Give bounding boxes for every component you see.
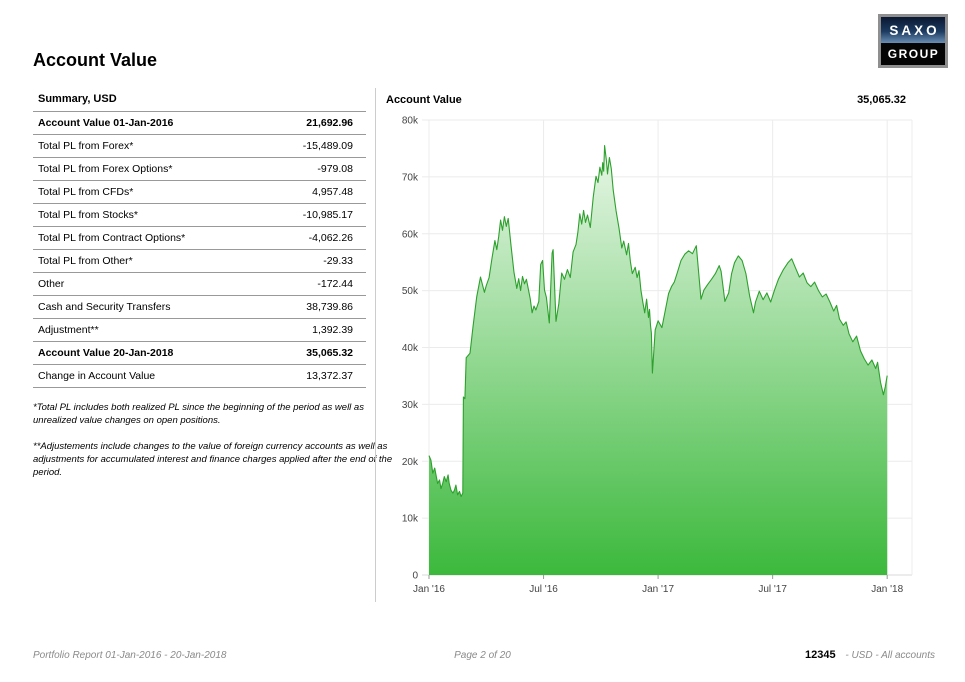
summary-row-label: Other bbox=[33, 272, 264, 296]
x-axis-tick-label: Jan '18 bbox=[871, 584, 903, 595]
footnotes: *Total PL includes both realized PL sinc… bbox=[33, 401, 398, 479]
summary-row-value: 13,372.37 bbox=[263, 364, 366, 388]
summary-row-value: -172.44 bbox=[263, 272, 366, 296]
x-axis-tick-label: Jul '17 bbox=[758, 584, 787, 595]
summary-row-label: Total PL from Forex Options* bbox=[33, 157, 264, 181]
y-axis-tick-label: 70k bbox=[402, 172, 419, 183]
footer-account-info: 12345 - USD - All accounts bbox=[805, 649, 935, 661]
summary-table: Account Value 01-Jan-2016 21,692.96 Total … bbox=[33, 112, 366, 388]
footnote: *Total PL includes both realized PL sinc… bbox=[33, 402, 364, 426]
summary-row-value: 38,739.86 bbox=[263, 295, 366, 319]
saxo-group-logo: SAXO GROUP bbox=[878, 14, 948, 68]
area-line bbox=[428, 145, 888, 498]
summary-row-label: Account Value 20-Jan-2018 bbox=[33, 341, 264, 365]
summary-row: Total PL from CFDs* 4,957.48 bbox=[33, 180, 366, 204]
summary-row-label: Cash and Security Transfers bbox=[33, 295, 264, 319]
y-axis-tick-label: 80k bbox=[402, 116, 419, 127]
account-value-area-chart: 0 10k 20k 30k 40k 50k 60k 70k 80k Jan '16 Jul '16 J… bbox=[402, 116, 913, 595]
summary-row-label: Total PL from CFDs* bbox=[33, 180, 264, 204]
footer-account-desc: - USD - All accounts bbox=[845, 650, 935, 661]
summary-header: Summary, USD bbox=[33, 89, 366, 112]
x-axis-tick-label: Jul '16 bbox=[529, 584, 558, 595]
summary-row-label: Change in Account Value bbox=[33, 364, 264, 388]
account-value-chart-panel: Account Value 35,065.32 0 10k 20k 30k 40k 50k… bbox=[375, 88, 921, 602]
footer-account-id: 12345 bbox=[804, 649, 836, 661]
summary-row: Account Value 01-Jan-2016 21,692.96 bbox=[33, 112, 366, 135]
summary-row-label: Total PL from Forex* bbox=[33, 134, 264, 158]
summary-row: Total PL from Stocks* -10,985.17 bbox=[33, 203, 366, 227]
summary-row: Total PL from Contract Options* -4,062.26 bbox=[33, 226, 366, 250]
y-axis-tick-label: 40k bbox=[402, 343, 419, 354]
summary-row-value: 21,692.96 bbox=[263, 112, 366, 135]
summary-row-label: Account Value 01-Jan-2016 bbox=[33, 112, 264, 135]
area-fill bbox=[429, 145, 888, 575]
chart-current-value: 35,065.32 bbox=[857, 94, 906, 106]
summary-row-label: Total PL from Contract Options* bbox=[33, 226, 264, 250]
y-axis-tick-label: 30k bbox=[402, 400, 419, 411]
summary-panel: Summary, USD Account Value 01-Jan-2016 21… bbox=[33, 89, 392, 492]
footnote: **Adjustements include changes to the va… bbox=[33, 441, 393, 478]
summary-row: Change in Account Value 13,372.37 bbox=[33, 364, 366, 388]
summary-row-value: 1,392.39 bbox=[263, 318, 366, 342]
y-axis-tick-label: 20k bbox=[402, 457, 419, 468]
summary-row-label: Total PL from Other* bbox=[33, 249, 264, 273]
summary-row: Total PL from Other* -29.33 bbox=[33, 249, 366, 273]
summary-row-value: -979.08 bbox=[263, 157, 366, 181]
logo-group-text: GROUP bbox=[881, 43, 945, 65]
summary-row-value: -10,985.17 bbox=[263, 203, 366, 227]
summary-row: Cash and Security Transfers 38,739.86 bbox=[33, 295, 366, 319]
y-axis-tick-label: 0 bbox=[412, 571, 418, 582]
summary-row: Account Value 20-Jan-2018 35,065.32 bbox=[33, 341, 366, 365]
summary-row-value: -4,062.26 bbox=[263, 226, 366, 250]
footer-page-number: Page 2 of 20 bbox=[454, 650, 511, 661]
summary-row-value: 35,065.32 bbox=[263, 341, 366, 365]
page-title: Account Value bbox=[33, 50, 158, 70]
summary-row: Other -172.44 bbox=[33, 272, 366, 296]
chart-header: Account Value 35,065.32 bbox=[386, 94, 906, 106]
summary-row: Total PL from Forex* -15,489.09 bbox=[33, 134, 366, 158]
summary-row-value: -29.33 bbox=[263, 249, 366, 273]
y-axis-tick-label: 50k bbox=[402, 286, 419, 297]
summary-row-label: Adjustment** bbox=[33, 318, 264, 342]
summary-row-value: 4,957.48 bbox=[263, 180, 366, 204]
x-axis-tick-label: Jan '16 bbox=[413, 584, 445, 595]
summary-row: Total PL from Forex Options* -979.08 bbox=[33, 157, 366, 181]
footer-report-period: Portfolio Report 01-Jan-2016 - 20-Jan-20… bbox=[33, 650, 227, 661]
summary-row-label: Total PL from Stocks* bbox=[33, 203, 264, 227]
logo-saxo-text: SAXO bbox=[881, 17, 945, 43]
y-axis-tick-label: 60k bbox=[402, 229, 419, 240]
y-axis-tick-label: 10k bbox=[402, 514, 419, 525]
x-axis-tick-label: Jan '17 bbox=[642, 584, 674, 595]
summary-row: Adjustment** 1,392.39 bbox=[33, 318, 366, 342]
chart-title: Account Value bbox=[386, 94, 462, 106]
summary-row-value: -15,489.09 bbox=[263, 134, 366, 158]
